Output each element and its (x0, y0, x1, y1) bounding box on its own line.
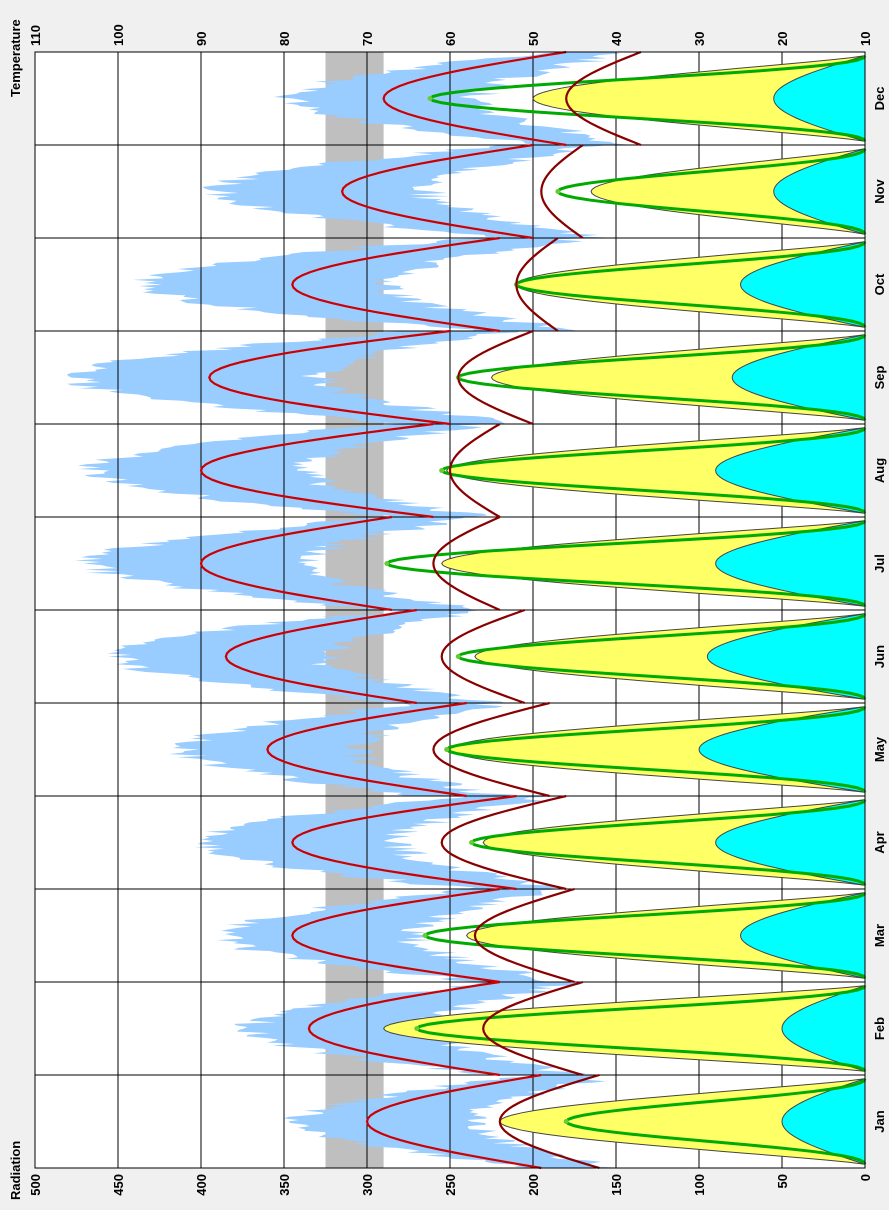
direct-radiation-peak-apr (469, 840, 475, 845)
mean-temperature-nov (340, 143, 534, 240)
direct-radiation-peak-nov (555, 189, 561, 194)
temperature-range-sep (67, 331, 520, 424)
temperature-range-dec (273, 52, 633, 145)
wet-bulb-temperature-dec (565, 50, 642, 147)
temperature-range-nov (202, 145, 620, 238)
temperature-tick-40: 40 (609, 32, 624, 46)
wet-bulb-temperature-jan (498, 1073, 600, 1170)
mean-temperature-sep (208, 329, 451, 426)
wet-bulb-temperature-sep (457, 329, 534, 426)
direct-radiation-peak-mar (422, 933, 428, 938)
radiation-tick-400: 400 (194, 1174, 209, 1196)
mean-temperature-jul (199, 515, 393, 612)
wet-bulb-temperature-feb (482, 980, 584, 1077)
temperature-range-mar (216, 889, 566, 982)
temperature-tick-70: 70 (360, 32, 375, 46)
month-label-dec: Dec (872, 87, 887, 111)
mean-temperature-mar (291, 887, 500, 984)
radiation-tick-200: 200 (526, 1174, 541, 1196)
global-radiation-nov (590, 148, 866, 235)
month-label-apr: Apr (872, 831, 887, 853)
temperature-tick-30: 30 (692, 32, 707, 46)
radiation-tick-0: 0 (858, 1174, 873, 1181)
radiation-tick-100: 100 (692, 1174, 707, 1196)
diffuse-radiation-dec (773, 55, 866, 142)
month-label-sep: Sep (872, 366, 887, 390)
wet-bulb-temperature-nov (540, 144, 584, 239)
wet-bulb-temperature-apr (440, 794, 567, 891)
global-radiation-feb (382, 985, 866, 1072)
temperature-range-oct (132, 238, 592, 331)
radiation-tick-300: 300 (360, 1174, 375, 1196)
wet-bulb-temperature-mar (473, 887, 575, 984)
temperature-tick-80: 80 (277, 32, 292, 46)
month-label-jan: Jan (872, 1110, 887, 1132)
wet-bulb-temperature-aug (448, 423, 501, 518)
temperature-tick-110: 110 (28, 25, 43, 46)
wet-bulb-temperature-may (432, 701, 550, 798)
radiation-tick-250: 250 (443, 1174, 458, 1196)
grid-layer (35, 52, 865, 1168)
temperature-tick-20: 20 (775, 32, 790, 46)
plot-border (34, 51, 866, 1169)
radiation-tick-50: 50 (775, 1174, 790, 1188)
radiation-tick-150: 150 (609, 1174, 624, 1196)
radiation-layer (382, 54, 867, 1165)
temperature-tick-90: 90 (194, 32, 209, 46)
global-radiation-mar (465, 892, 866, 979)
temperature-range-apr (194, 796, 578, 889)
month-label-aug: Aug (872, 458, 887, 483)
direct-radiation-peak-jun (455, 654, 461, 659)
temperature-axis-title: Temperature (8, 19, 23, 97)
temperature-range-may (169, 703, 520, 796)
temperature-range-aug (77, 424, 492, 517)
direct-radiation-peak-aug (439, 468, 445, 473)
month-label-mar: Mar (872, 924, 887, 947)
diffuse-radiation-feb (781, 985, 866, 1072)
radiation-tick-450: 450 (111, 1174, 126, 1196)
wet-bulb-temperature-jul (432, 515, 501, 612)
radiation-tick-500: 500 (28, 1174, 43, 1196)
month-label-feb: Feb (872, 1017, 887, 1040)
direct-radiation-peak-may (444, 747, 450, 752)
month-label-nov: Nov (872, 178, 887, 203)
temperature-range-jul (74, 517, 473, 610)
mean-temperature-dec (382, 50, 567, 147)
tick-labels-layer: 0 50 100 150 200 250 300 350 400 450 500 10 20 30 40 50… (28, 24, 887, 1195)
wet-bulb-temperature-oct (515, 237, 559, 332)
month-label-jun: Jun (872, 645, 887, 668)
temperature-range-layer (67, 52, 633, 1168)
diffuse-radiation-jan (781, 1078, 866, 1165)
mean-temperature-oct (291, 236, 500, 333)
radiation-tick-350: 350 (277, 1174, 292, 1196)
temperature-tick-60: 60 (443, 32, 458, 46)
temperature-tick-10: 10 (858, 32, 873, 46)
temperature-range-jun (107, 610, 505, 703)
month-label-may: May (872, 736, 887, 762)
mean-temperature-apr (291, 794, 517, 891)
mean-temperature-aug (199, 422, 434, 519)
global-radiation-dec (532, 55, 866, 142)
direct-radiation-peak-dec (427, 96, 433, 101)
temperature-tick-100: 100 (111, 24, 126, 46)
direct-radiation-peak-jul (384, 561, 390, 566)
month-label-jul: Jul (872, 554, 887, 573)
direct-radiation-peak-jan (563, 1119, 569, 1124)
diffuse-radiation-mar (739, 892, 866, 979)
radiation-axis-title: Radiation (8, 1141, 23, 1200)
mean-temperature-feb (307, 980, 500, 1077)
mean-temperature-jan (365, 1073, 542, 1170)
temperature-tick-50: 50 (526, 32, 541, 46)
wet-bulb-temperature-jun (440, 608, 526, 705)
mean-temperature-may (266, 701, 467, 798)
mean-temperature-jun (224, 608, 417, 705)
direct-radiation-peak-feb (414, 1026, 420, 1031)
temperature-lines-layer (199, 50, 642, 1170)
temperature-range-jan (283, 1075, 627, 1168)
month-label-oct: Oct (872, 273, 887, 295)
